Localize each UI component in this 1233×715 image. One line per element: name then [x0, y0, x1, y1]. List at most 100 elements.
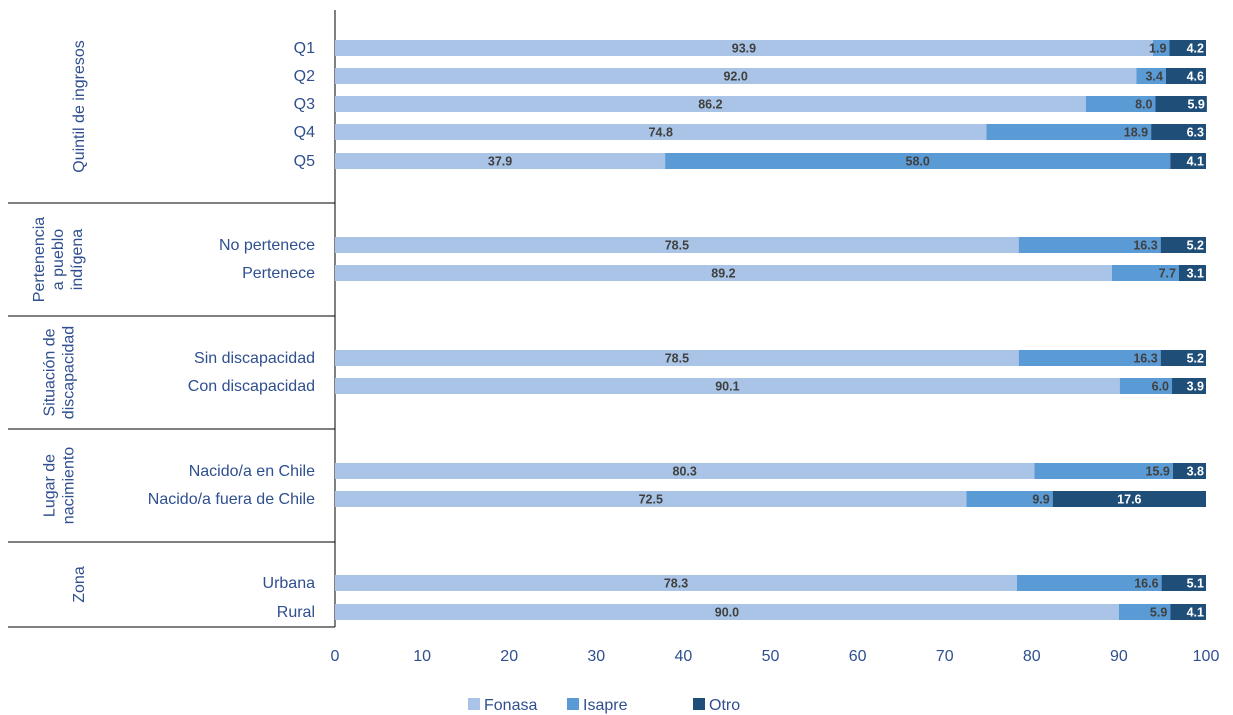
x-tick-label: 20 [500, 648, 518, 665]
bar-rural-otro [1170, 604, 1206, 620]
bar-nacido-a-en-chile-fonasa [335, 463, 1035, 479]
data-label-sin-discapacidad-otro: 5.2 [1187, 352, 1204, 366]
data-label-q4-otro: 6.3 [1187, 126, 1204, 140]
bar-q5-otro [1170, 153, 1206, 169]
category-labels: Q1 Q2 Q3 Q4 Q5 No pertenece Pertenece Sin disca… [148, 40, 315, 621]
bar-pertenece-isapre [1111, 265, 1179, 281]
bar-nacido-a-en-chile-otro [1172, 463, 1206, 479]
category-label-urbana: Urbana [263, 575, 316, 592]
chart-frame [8, 10, 336, 628]
category-label-pertenece: Pertenece [242, 265, 315, 282]
bar-q1-otro [1169, 40, 1206, 56]
bar-q5-fonasa [335, 153, 666, 169]
data-label-q4-fonasa: 74.8 [649, 126, 673, 140]
bar-no-pertenece-isapre [1018, 237, 1161, 253]
data-label-q2-fonasa: 92.0 [723, 70, 747, 84]
category-label-no-pertenece: No pertenece [219, 237, 315, 254]
data-label-q2-otro: 4.6 [1187, 70, 1204, 84]
data-label-con-discapacidad-isapre: 6.0 [1152, 380, 1169, 394]
data-label-nacido-a-fuera-de-chile-fonasa: 72.5 [639, 493, 663, 507]
data-label-q5-isapre: 58.0 [906, 155, 930, 169]
bar-q3-fonasa [335, 96, 1086, 112]
legend-swatch-isapre [567, 698, 579, 710]
data-label-nacido-a-en-chile-otro: 3.8 [1187, 465, 1204, 479]
legend: Fonasa Isapre Otro [468, 697, 740, 714]
data-label-pertenece-otro: 3.1 [1187, 267, 1204, 281]
x-tick-label: 70 [936, 648, 954, 665]
data-label-q5-fonasa: 37.9 [488, 155, 512, 169]
data-label-rural-otro: 4.1 [1187, 606, 1204, 620]
data-label-urbana-isapre: 16.6 [1134, 577, 1158, 591]
bar-nacido-a-fuera-de-chile-isapre [966, 491, 1053, 507]
bar-q1-isapre [1152, 40, 1170, 56]
legend-swatch-otro [693, 698, 705, 710]
data-label-rural-isapre: 5.9 [1150, 606, 1167, 620]
bars [335, 40, 1207, 620]
data-label-pertenece-fonasa: 89.2 [711, 267, 735, 281]
bar-urbana-otro [1161, 575, 1206, 591]
data-label-urbana-fonasa: 78.3 [664, 577, 688, 591]
bar-q3-otro [1155, 96, 1207, 112]
data-label-q1-isapre: 1.9 [1149, 42, 1166, 56]
data-label-nacido-a-en-chile-fonasa: 80.3 [673, 465, 697, 479]
legend-swatch-fonasa [468, 698, 480, 710]
legend-label-fonasa: Fonasa [484, 697, 537, 714]
bar-urbana-fonasa [335, 575, 1017, 591]
data-label-rural-fonasa: 90.0 [715, 606, 739, 620]
bar-urbana-isapre [1016, 575, 1162, 591]
x-axis-tick-labels: 0 10 20 30 40 50 60 70 80 90 100 [331, 648, 1220, 665]
x-tick-label: 10 [413, 648, 431, 665]
group-label-quintil-de-ingresos: Quintil de ingresos [71, 40, 88, 173]
data-label-q3-fonasa: 86.2 [698, 98, 722, 112]
bar-sin-discapacidad-isapre [1018, 350, 1161, 366]
category-label-nacido-a-fuera-de-chile: Nacido/a fuera de Chile [148, 491, 315, 508]
data-label-con-discapacidad-otro: 3.9 [1187, 380, 1204, 394]
bar-pertenece-otro [1178, 265, 1206, 281]
data-label-nacido-a-fuera-de-chile-otro: 17.6 [1117, 493, 1141, 507]
category-label-con-discapacidad: Con discapacidad [188, 378, 315, 395]
x-tick-label: 30 [587, 648, 605, 665]
bar-q2-isapre [1136, 68, 1166, 84]
bar-q4-fonasa [335, 124, 987, 140]
bar-q5-isapre [665, 153, 1171, 169]
bar-q4-isapre [986, 124, 1152, 140]
bar-con-discapacidad-isapre [1119, 378, 1173, 394]
data-label-q3-isapre: 8.0 [1135, 98, 1152, 112]
bar-sin-discapacidad-otro [1160, 350, 1206, 366]
category-label-q1: Q1 [294, 40, 315, 57]
data-label-no-pertenece-isapre: 16.3 [1133, 239, 1157, 253]
bar-q4-otro [1151, 124, 1206, 140]
bar-nacido-a-fuera-de-chile-fonasa [335, 491, 967, 507]
legend-label-otro: Otro [709, 697, 740, 714]
category-label-rural: Rural [277, 604, 315, 621]
x-tick-label: 50 [762, 648, 780, 665]
group-label-zona: Zona [71, 566, 88, 603]
category-label-q2: Q2 [294, 68, 315, 85]
category-label-q5: Q5 [294, 153, 315, 170]
bar-nacido-a-en-chile-isapre [1034, 463, 1173, 479]
data-label-sin-discapacidad-fonasa: 78.5 [665, 352, 689, 366]
bar-nacido-a-fuera-de-chile-otro [1052, 491, 1206, 507]
data-label-urbana-otro: 5.1 [1187, 577, 1204, 591]
data-label-q3-otro: 5.9 [1187, 98, 1204, 112]
data-label-con-discapacidad-fonasa: 90.1 [715, 380, 739, 394]
group-label-lugar-de-nacimiento: Lugar de nacimiento [42, 447, 78, 524]
data-label-nacido-a-en-chile-isapre: 15.9 [1146, 465, 1170, 479]
group-labels: Quintil de ingresos Pertenencia a pueblo in… [31, 40, 88, 602]
x-tick-label: 40 [675, 648, 693, 665]
data-label-q4-isapre: 18.9 [1124, 126, 1148, 140]
bar-q3-isapre [1085, 96, 1156, 112]
data-label-sin-discapacidad-isapre: 16.3 [1133, 352, 1157, 366]
bar-con-discapacidad-otro [1172, 378, 1206, 394]
category-label-nacido-a-en-chile: Nacido/a en Chile [189, 463, 315, 480]
bar-q2-otro [1165, 68, 1206, 84]
legend-label-isapre: Isapre [583, 697, 628, 714]
data-labels: 93.9 1.9 4.2 92.0 3.4 4.6 86.2 8.0 5.9 74.8 18.9 6.… [488, 42, 1205, 620]
data-label-q1-fonasa: 93.9 [732, 42, 756, 56]
x-tick-label: 80 [1023, 648, 1041, 665]
data-label-nacido-a-fuera-de-chile-isapre: 9.9 [1032, 493, 1049, 507]
bar-rural-fonasa [335, 604, 1119, 620]
data-label-q5-otro: 4.1 [1187, 155, 1204, 169]
x-tick-label: 90 [1110, 648, 1128, 665]
